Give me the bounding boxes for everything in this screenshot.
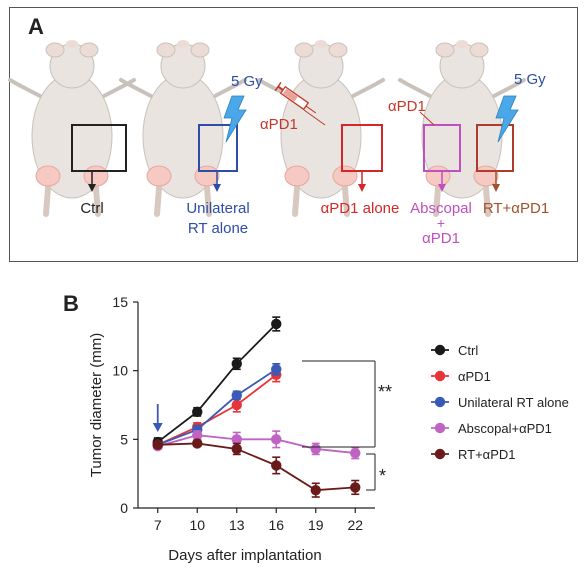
data-point [192,430,203,441]
series-line-4 [157,442,356,492]
legend-marker [434,396,446,408]
data-point [152,439,163,451]
drug-label-2: αPD1 [388,98,426,115]
x-tick-label: 7 [154,517,162,533]
treatment-arrow-icon [152,404,163,432]
panel-a-letter: A [28,14,44,39]
legend-marker [434,344,446,356]
data-point [231,443,242,455]
dose-label-2: 5 Gy [514,71,546,88]
y-tick-label: 15 [112,294,128,310]
data-point [271,434,282,445]
group-label-rt-line1: Unilateral [186,200,249,217]
significance-double: ** [378,382,392,402]
legend-label: αPD1 [458,369,491,384]
box-ctrl [71,124,127,172]
series-line-0 [157,323,277,443]
legend-marker [434,370,446,382]
x-tick-label: 13 [229,517,245,533]
group-label-pd1: αPD1 alone [321,200,400,217]
syringe-icon [274,82,317,114]
data-point [192,406,203,418]
data-point [310,443,321,455]
y-tick-label: 0 [120,500,128,516]
y-tick-label: 5 [120,431,128,447]
x-tick-label: 22 [347,517,363,533]
axis-ticks: 7 10 13 16 19 22 0 5 10 15 [112,294,363,533]
panel-b-letter: B [63,291,79,316]
lightning-icon [223,95,247,143]
legend-marker [434,448,446,460]
group-label-rtpd1: RT+αPD1 [483,200,549,217]
series-line-3 [157,434,356,454]
legend-label: Abscopal+αPD1 [458,421,552,436]
group-label-abscopal-2: + [437,215,445,231]
series-line-1 [157,374,277,446]
legend: Ctrl αPD1 Unilateral RT alone Abscopal+αPD1… [431,343,569,462]
arrow-head [152,423,163,432]
box-rt [198,124,238,172]
data-point [231,434,242,445]
series-line-2 [157,368,277,446]
legend-marker [434,422,446,434]
data-point [192,438,203,449]
legend-label: Unilateral RT alone [458,395,569,410]
y-tick-label: 10 [112,363,128,379]
significance-single: * [379,466,386,486]
data-point [350,447,361,459]
x-tick-label: 16 [268,517,284,533]
data-point [231,358,242,369]
group-label-ctrl: Ctrl [80,200,103,217]
data-point [231,399,242,411]
x-tick-label: 10 [189,517,205,533]
group-label-rt-line2: RT alone [188,220,248,237]
data-point [271,460,282,471]
data-point [231,390,242,401]
box-rtpd1 [476,124,514,172]
group-label-abscopal-1: Abscopal [410,200,472,217]
y-axis-label: Tumor diameter (mm) [88,333,105,477]
drug-label-1: αPD1 [260,116,298,133]
data-point [350,482,361,493]
group-label-abscopal-3: αPD1 [422,230,460,247]
series-layer [152,316,361,498]
lightning-icon-2 [495,95,519,143]
legend-label: Ctrl [458,343,478,358]
x-axis-label: Days after implantation [168,547,321,564]
data-point [271,318,282,330]
legend-label: RT+αPD1 [458,447,516,462]
x-tick-label: 19 [308,517,324,533]
significance-brackets [302,360,376,491]
dose-label-1: 5 Gy [231,73,263,90]
data-point [271,364,282,375]
data-point [310,484,321,496]
